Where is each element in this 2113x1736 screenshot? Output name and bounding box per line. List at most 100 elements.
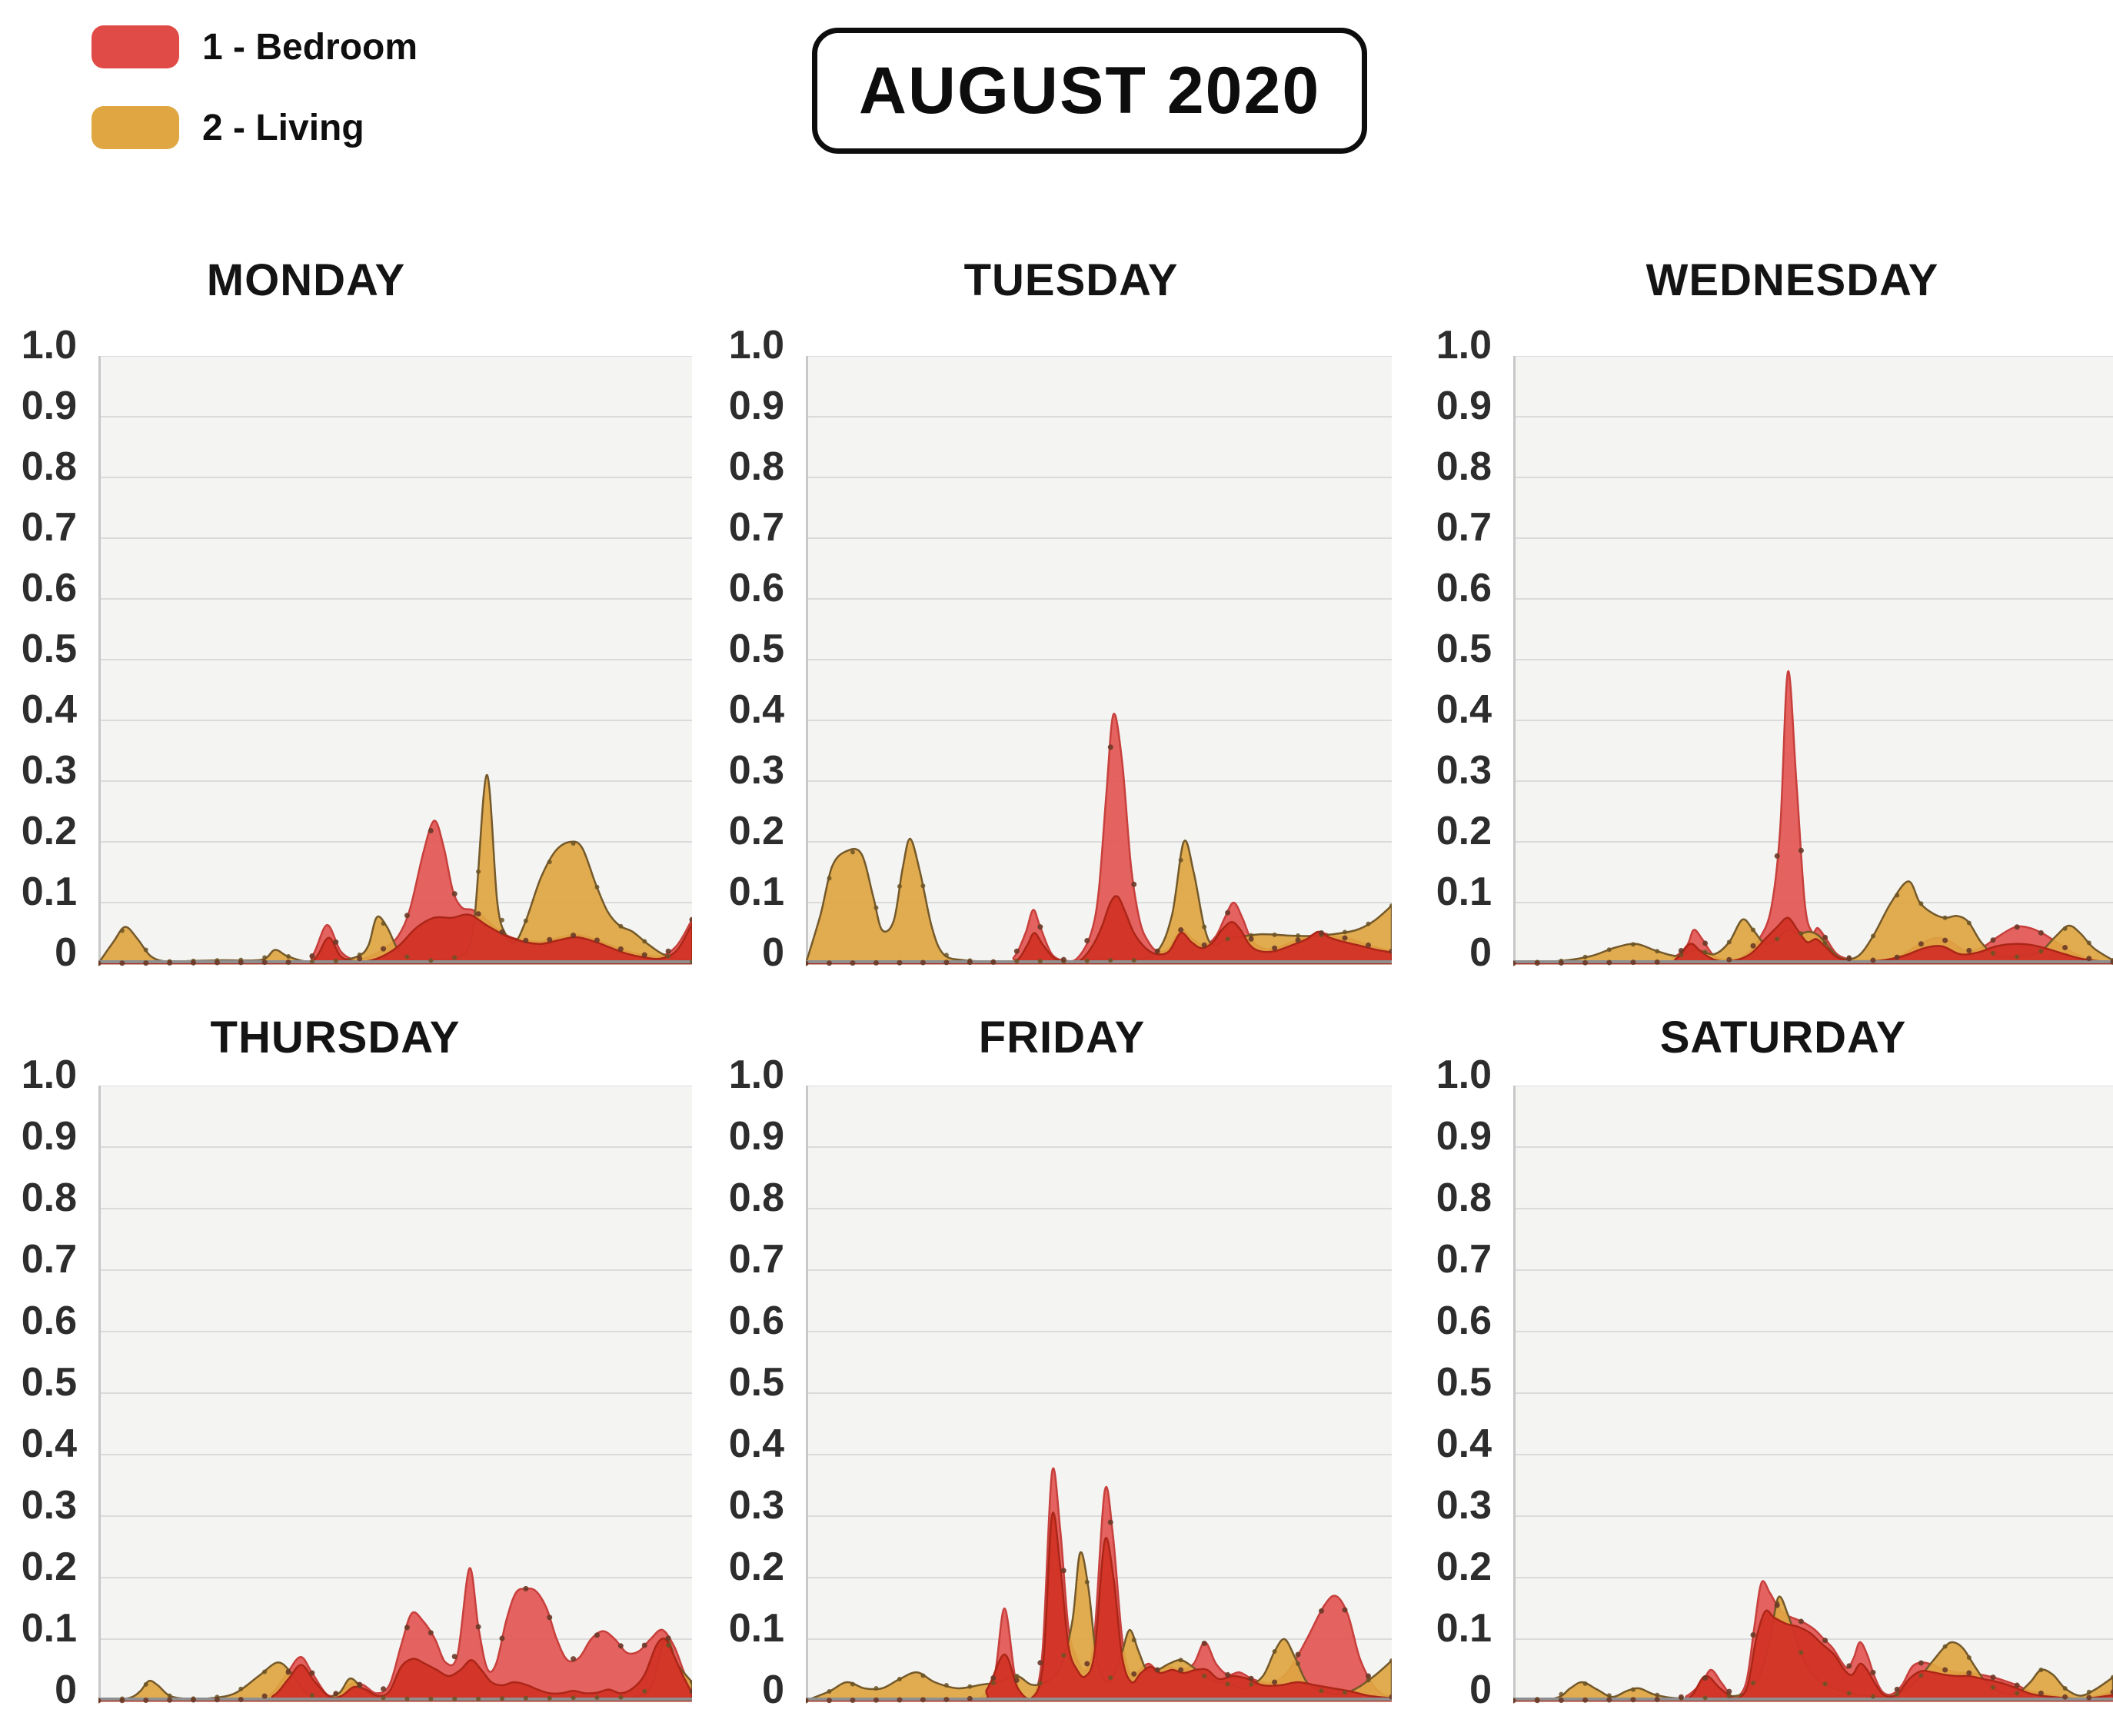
bedroom-marker: [1702, 940, 1709, 946]
bedroom-marker: [1201, 942, 1207, 948]
bedroom-marker: [1013, 948, 1020, 954]
living-marker: [2038, 1668, 2044, 1672]
living-marker: [381, 921, 386, 926]
y-tick-label: 0.4: [1436, 1422, 1492, 1466]
y-tick-label: 0.5: [21, 627, 77, 671]
bedroom-marker: [214, 1697, 220, 1703]
bedroom-marker: [1870, 957, 1876, 963]
y-tick-label: 0.6: [1436, 566, 1492, 610]
y-tick-label: 0: [762, 1668, 784, 1712]
bedroom-marker: [1726, 956, 1732, 963]
bedroom-marker: [381, 946, 387, 952]
bedroom-marker: [2086, 956, 2092, 962]
bedroom-marker: [943, 1697, 950, 1703]
living-marker: [262, 955, 268, 960]
bedroom-marker: [261, 959, 268, 966]
bedroom-marker: [2038, 930, 2044, 936]
bedroom-marker: [499, 1635, 505, 1641]
y-tick-label: 0.6: [1436, 1299, 1492, 1343]
bedroom-marker: [897, 959, 903, 966]
bedroom-marker: [1534, 960, 1540, 966]
legend-item-living: 2 - Living: [92, 106, 418, 149]
y-tick-label: 1.0: [1436, 323, 1492, 367]
bedroom-marker: [1966, 1670, 1972, 1676]
living-marker: [1249, 933, 1254, 938]
living-marker: [571, 1695, 576, 1701]
bedroom-marker: [381, 1686, 387, 1692]
bedroom-marker: [967, 1695, 973, 1701]
living-marker: [1799, 931, 1804, 936]
bedroom-marker: [943, 959, 950, 966]
living-marker: [499, 1696, 504, 1701]
bedroom-marker: [451, 1654, 458, 1660]
bedroom-marker: [98, 960, 101, 966]
bedroom-marker: [665, 1635, 671, 1641]
y-tick-label: 0.4: [1436, 687, 1492, 732]
living-marker: [1202, 1674, 1207, 1678]
bedroom-marker: [1131, 1671, 1137, 1677]
living-marker: [1389, 903, 1392, 908]
bedroom-marker: [404, 913, 410, 919]
bedroom-marker: [873, 1697, 879, 1703]
month-title: AUGUST 2020: [858, 53, 1321, 128]
bedroom-marker: [2086, 1694, 2092, 1701]
bedroom-marker: [617, 1643, 624, 1649]
month-title-badge: AUGUST 2020: [812, 28, 1367, 154]
bedroom-marker: [1248, 936, 1254, 942]
bedroom-marker: [1990, 1674, 1996, 1681]
bedroom-marker: [2062, 1694, 2068, 1700]
bedroom-marker: [594, 1632, 600, 1638]
bedroom-marker: [1389, 1694, 1392, 1700]
bedroom-marker: [1084, 1661, 1090, 1667]
bedroom-marker: [1846, 1663, 1852, 1669]
y-tick-label: 0.5: [1436, 627, 1492, 671]
living-marker: [1702, 949, 1708, 955]
y-tick-label: 0.8: [21, 1176, 77, 1220]
y-tick-label: 0.3: [21, 1483, 77, 1528]
y-tick-label: 0.1: [21, 870, 77, 914]
living-marker: [523, 1695, 528, 1701]
bedroom-marker: [990, 1674, 997, 1681]
chart-saturday: SATURDAY 1.0 0.9 0.8 0.7 0.6 0.5 0.4 0.3 0.2 0.1 0: [1415, 1007, 2113, 1716]
living-marker: [1799, 1650, 1804, 1655]
y-tick-label: 0.3: [1436, 748, 1492, 793]
bedroom-marker: [1013, 1677, 1020, 1683]
bedroom-marker: [1942, 1667, 1948, 1673]
bedroom-marker: [2038, 1690, 2044, 1696]
bedroom_dense-area: [806, 1512, 1392, 1702]
y-tick-label: 1.0: [21, 1053, 77, 1097]
living-marker: [1895, 893, 1900, 898]
bedroom-marker: [1750, 1632, 1756, 1638]
bedroom-marker: [191, 959, 197, 966]
bedroom-marker: [920, 959, 926, 966]
bedroom-marker: [1678, 1694, 1684, 1700]
living-marker: [1895, 1691, 1900, 1697]
y-tick-label: 0.9: [21, 1114, 77, 1159]
living-marker: [594, 1695, 600, 1700]
legend: 1 - Bedroom 2 - Living: [92, 25, 418, 187]
bedroom-marker: [309, 953, 315, 959]
bedroom-marker: [1534, 1698, 1540, 1704]
living-marker: [1225, 1681, 1230, 1687]
bedroom-marker: [404, 1625, 410, 1631]
living-marker: [2062, 926, 2068, 931]
bedroom-marker: [1319, 930, 1325, 936]
y-tick-label: 0.8: [728, 1176, 784, 1220]
bedroom-marker: [214, 959, 220, 966]
living-marker: [381, 1695, 386, 1701]
bedroom-marker: [1606, 959, 1612, 966]
living-marker: [428, 958, 434, 963]
bedroom-marker: [547, 936, 553, 943]
y-tick-label: 0.1: [21, 1606, 77, 1651]
bedroom-marker: [1990, 937, 1996, 943]
living-marker: [666, 953, 671, 959]
bedroom-marker: [143, 960, 149, 966]
living-marker: [1871, 933, 1875, 939]
bedroom-marker: [1037, 1660, 1043, 1666]
y-tick-label: 1.0: [21, 323, 77, 367]
bedroom-marker: [1582, 959, 1589, 966]
living-marker: [1296, 1661, 1301, 1666]
living-marker: [309, 1692, 314, 1698]
bedroom-marker: [119, 960, 125, 966]
living-marker: [2086, 940, 2091, 946]
